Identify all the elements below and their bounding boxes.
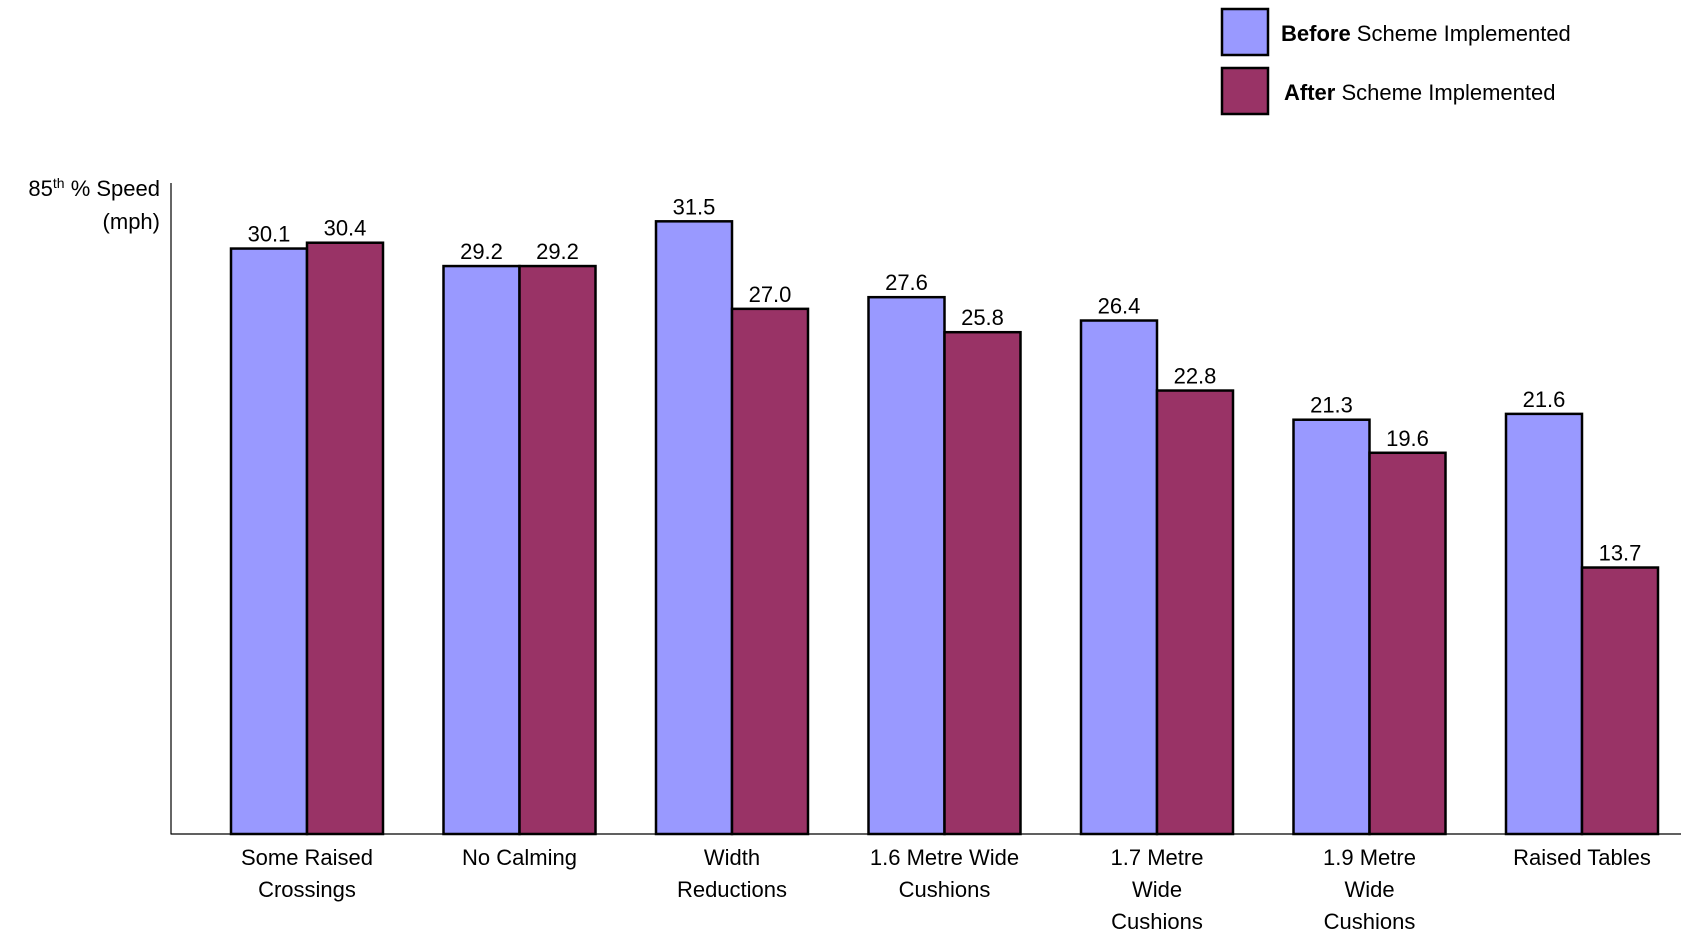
- bar-after: [518, 264, 597, 836]
- legend-label-after: After Scheme Implemented: [1284, 80, 1555, 105]
- x-tick-label: Crossings: [258, 877, 356, 902]
- data-label: 29.2: [536, 239, 579, 264]
- x-tick-label: 1.6 Metre Wide: [870, 845, 1019, 870]
- x-tick-label: No Calming: [462, 845, 577, 870]
- x-tick-label: Width: [704, 845, 760, 870]
- bar-after: [1155, 389, 1235, 836]
- bar-after: [943, 330, 1022, 836]
- data-label: 25.8: [961, 305, 1004, 330]
- data-label: 22.8: [1174, 364, 1217, 389]
- x-tick-label: 1.9 Metre: [1323, 845, 1416, 870]
- bar-before: [867, 295, 946, 836]
- x-tick-label: Cushions: [1111, 909, 1203, 934]
- x-tick-labels: Some Raised Crossings No Calming Width Reduc…: [241, 845, 1651, 934]
- bars: [229, 220, 1660, 836]
- y-axis-label-line2: (mph): [103, 209, 160, 234]
- x-tick-label: Wide: [1132, 877, 1182, 902]
- legend: Before Scheme Implemented After Scheme Im…: [1220, 7, 1571, 116]
- data-label: 27.6: [885, 270, 928, 295]
- x-tick-label: Reductions: [677, 877, 787, 902]
- data-label: 19.6: [1386, 426, 1429, 451]
- x-tick-label: Wide: [1344, 877, 1394, 902]
- bar-before: [654, 220, 734, 836]
- bar-before: [229, 247, 309, 836]
- data-label: 31.5: [673, 194, 716, 219]
- data-label: 30.4: [324, 216, 367, 241]
- legend-swatch-before: [1220, 7, 1270, 57]
- bar-after: [305, 241, 385, 836]
- data-label: 30.1: [248, 222, 291, 247]
- legend-label-before: Before Scheme Implemented: [1281, 21, 1571, 46]
- y-axis-label: 85th % Speed (mph): [28, 175, 160, 234]
- data-label: 26.4: [1098, 294, 1141, 319]
- data-label: 21.6: [1523, 387, 1566, 412]
- legend-swatch-after: [1220, 66, 1270, 116]
- data-label: 13.7: [1599, 541, 1642, 566]
- data-label: 21.3: [1310, 393, 1353, 418]
- bar-before: [1504, 412, 1584, 836]
- data-label: 29.2: [460, 239, 503, 264]
- x-tick-label: 1.7 Metre: [1111, 845, 1204, 870]
- value-labels: 30.1 30.4 29.2 29.2 31.5 27.0 27.6 25.8 26.4 22.8…: [248, 194, 1642, 565]
- bar-before: [1292, 418, 1371, 836]
- y-axis-label-line1: 85th % Speed: [28, 175, 160, 201]
- bar-after: [730, 307, 810, 836]
- x-tick-label: Cushions: [899, 877, 991, 902]
- data-label: 27.0: [749, 282, 792, 307]
- x-tick-label: Some Raised: [241, 845, 373, 870]
- bar-before: [1079, 319, 1159, 836]
- bar-after: [1580, 566, 1660, 836]
- bar-after: [1368, 451, 1447, 836]
- bar-before: [442, 264, 521, 836]
- x-tick-label: Cushions: [1324, 909, 1416, 934]
- x-tick-label: Raised Tables: [1513, 845, 1651, 870]
